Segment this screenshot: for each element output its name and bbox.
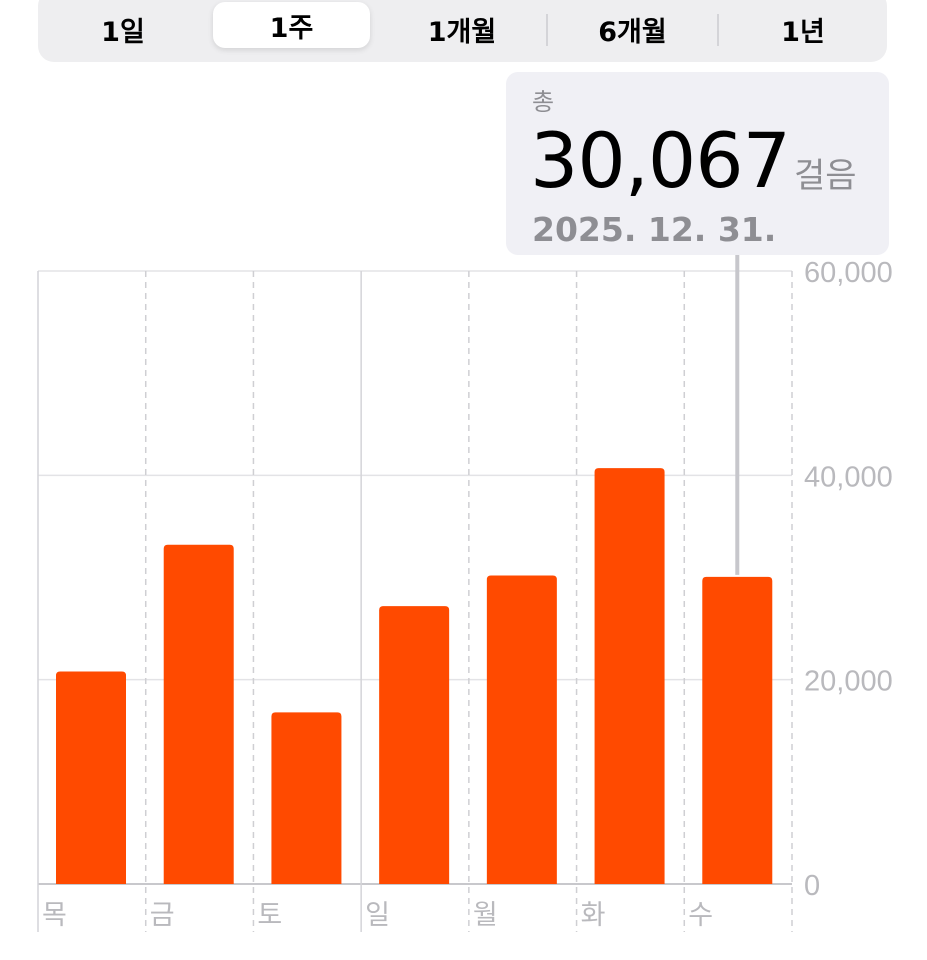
tab-6-months[interactable]: 6개월 [598, 16, 667, 48]
tab-1-month[interactable]: 1개월 [427, 16, 497, 48]
callout-value: 30,067 [530, 116, 791, 205]
x-tick-label: 금 [150, 900, 175, 931]
bar-수 [702, 576, 773, 884]
tab-1-year[interactable]: 1년 [781, 16, 825, 48]
bar-목 [56, 671, 126, 884]
tab-1-day[interactable]: 1일 [101, 16, 145, 48]
tab-1-week[interactable]: 1주 [213, 2, 370, 48]
x-tick-label: 토 [257, 900, 282, 931]
x-tick-label: 수 [688, 900, 713, 931]
y-tick-label: 20,000 [804, 666, 893, 698]
y-tick-label: 0 [804, 870, 820, 902]
y-tick-label: 40,000 [804, 461, 893, 493]
callout-label: 총 [532, 88, 555, 116]
x-tick-label: 일 [365, 900, 390, 931]
bar-일 [379, 606, 450, 884]
bar-월 [486, 575, 557, 884]
x-tick-label: 월 [473, 900, 498, 931]
bar-화 [594, 468, 665, 884]
y-tick-label: 60,000 [804, 257, 893, 289]
divider [546, 14, 548, 46]
bar-토 [271, 712, 342, 884]
bar-금 [163, 544, 234, 884]
x-tick-label: 화 [581, 900, 606, 931]
time-range-segmented-control: 1일 1주 1개월 6개월 1년 [38, 0, 887, 62]
x-tick-label: 목 [42, 900, 67, 931]
selection-callout: 총 30,067 걸음 2025. 12. 31. [506, 72, 889, 255]
callout-unit: 걸음 [793, 156, 857, 196]
divider [717, 14, 719, 46]
callout-date: 2025. 12. 31. [532, 210, 777, 249]
callout-value-row: 30,067 걸음 [530, 116, 857, 205]
